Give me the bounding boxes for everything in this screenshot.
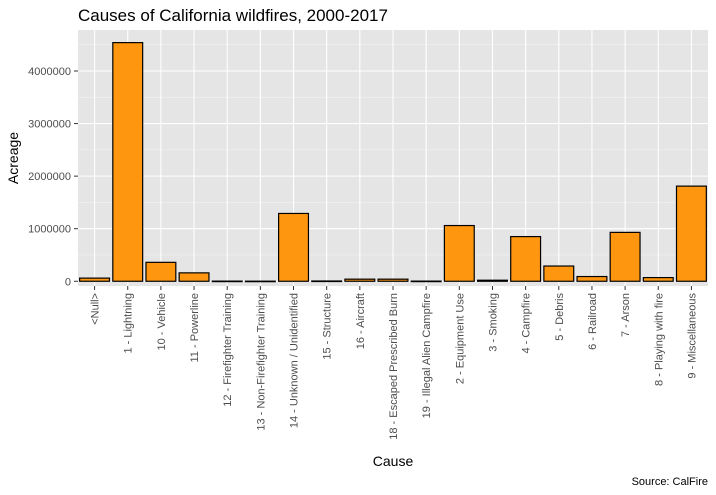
x-tick-label: 14 - Unknown / Unidentified [289,293,301,428]
bar [642,276,674,282]
x-tick-label: 19 - Illegal Alien Campfire [421,293,433,418]
bar [609,231,641,282]
bar [278,212,310,282]
y-axis: 0 1000000 2000000 3000000 4000000 [28,66,78,288]
x-tick-label: 12 - Firefighter Training [222,293,234,407]
bar [675,185,707,282]
bar [211,280,243,283]
x-tick-label: 18 - Escaped Prescribed Burn [388,293,400,440]
chart-caption: Source: CalFire [632,476,708,488]
x-tick-label: 16 - Aircraft [355,293,367,349]
bar [377,278,409,282]
x-tick-label: 10 - Vehicle [156,293,168,350]
bar [79,277,111,282]
major-gridlines [78,30,708,286]
bar [145,261,177,282]
x-tick-label: 11 - Powerline [189,293,201,363]
x-tick-label: 5 - Debris [554,293,566,341]
x-tick-label: 13 - Non-Firefighter Training [255,293,267,431]
y-tick-label: 4000000 [28,66,71,78]
x-tick-label: 6 - Railroad [587,293,599,350]
y-tick-label: 1000000 [28,224,71,236]
x-tick-label: <Null> [90,293,102,325]
x-tick-label: 2 - Equipment Use [454,293,466,384]
x-tick-label: 9 - Miscellaneous [686,293,698,379]
bar [178,272,210,282]
x-tick-label: 3 - Smoking [487,293,499,352]
chart-title: Causes of California wildfires, 2000-201… [78,6,388,25]
x-tick-label: 8 - Playing with fire [653,293,665,386]
x-axis: <Null> 1 - Lightning 10 - Vehicle 11 - Powe… [90,286,698,440]
bar [244,280,276,283]
x-tick-label: 7 - Arson [620,293,632,337]
bar [112,42,144,282]
y-axis-title: Acreage [5,132,21,184]
bar [344,278,376,282]
bar [576,275,608,282]
y-tick-label: 3000000 [28,119,71,131]
bar [443,224,475,282]
bar [410,280,442,283]
bar [543,265,575,282]
y-tick-label: 2000000 [28,171,71,183]
x-tick-label: 1 - Lightning [123,293,135,354]
x-tick-label: 4 - Campfire [521,293,533,354]
bar [476,279,508,282]
y-tick-label: 0 [65,276,71,288]
bar [510,235,542,282]
bars [79,42,707,283]
x-tick-label: 15 - Structure [322,293,334,360]
x-axis-title: Cause [373,453,414,469]
bar [311,280,343,283]
